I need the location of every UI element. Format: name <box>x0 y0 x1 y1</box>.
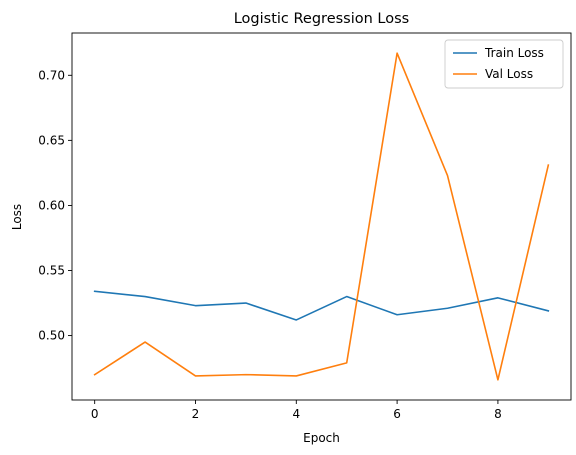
x-tick-label: 6 <box>393 407 401 421</box>
x-axis: 0 2 4 6 8 <box>91 400 502 421</box>
legend: Train Loss Val Loss <box>444 39 564 89</box>
chart-title: Logistic Regression Loss <box>234 11 410 27</box>
legend-label: Val Loss <box>485 67 533 81</box>
x-tick-label: 2 <box>192 407 200 421</box>
series-line-train-loss <box>93 290 550 321</box>
x-axis-label: Epoch <box>303 431 340 445</box>
y-tick-label: 0.55 <box>38 264 65 278</box>
legend-box <box>444 39 564 89</box>
x-tick-label: 4 <box>292 407 300 421</box>
x-tick-label: 0 <box>91 407 99 421</box>
y-axis: 0.50 0.55 0.60 0.65 0.70 <box>38 68 72 343</box>
plot-frame <box>71 32 572 401</box>
y-tick-label: 0.50 <box>38 329 65 343</box>
y-axis-label: Loss <box>10 204 24 230</box>
x-tick-label: 8 <box>494 407 502 421</box>
series-line-val-loss <box>93 52 550 381</box>
legend-label: Train Loss <box>484 46 544 60</box>
y-tick-label: 0.65 <box>38 133 65 147</box>
y-tick-label: 0.60 <box>38 198 65 212</box>
y-tick-label: 0.70 <box>38 68 65 82</box>
plot-area <box>71 32 572 401</box>
